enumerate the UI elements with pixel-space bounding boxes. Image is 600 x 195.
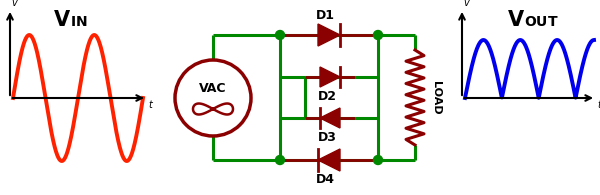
Text: LOAD: LOAD [431, 81, 441, 114]
Circle shape [373, 30, 383, 40]
Polygon shape [318, 149, 340, 171]
Text: VAC: VAC [199, 82, 227, 96]
Text: D3: D3 [317, 131, 337, 144]
Text: D2: D2 [317, 90, 337, 103]
Text: $\bf{V}$: $\bf{V}$ [53, 10, 71, 30]
Polygon shape [318, 24, 340, 46]
Text: D1: D1 [316, 9, 335, 22]
Text: $\bf{OUT}$: $\bf{OUT}$ [524, 15, 559, 29]
Text: $\bf{IN}$: $\bf{IN}$ [70, 15, 88, 29]
Circle shape [373, 155, 383, 165]
Circle shape [275, 30, 284, 40]
Polygon shape [320, 67, 340, 87]
Text: $\bf{V}$: $\bf{V}$ [507, 10, 525, 30]
Circle shape [275, 155, 284, 165]
Text: t: t [148, 100, 152, 110]
Text: v: v [11, 0, 17, 8]
Text: v: v [463, 0, 469, 8]
Text: D4: D4 [316, 173, 335, 186]
Text: t: t [597, 100, 600, 110]
Polygon shape [320, 108, 340, 128]
